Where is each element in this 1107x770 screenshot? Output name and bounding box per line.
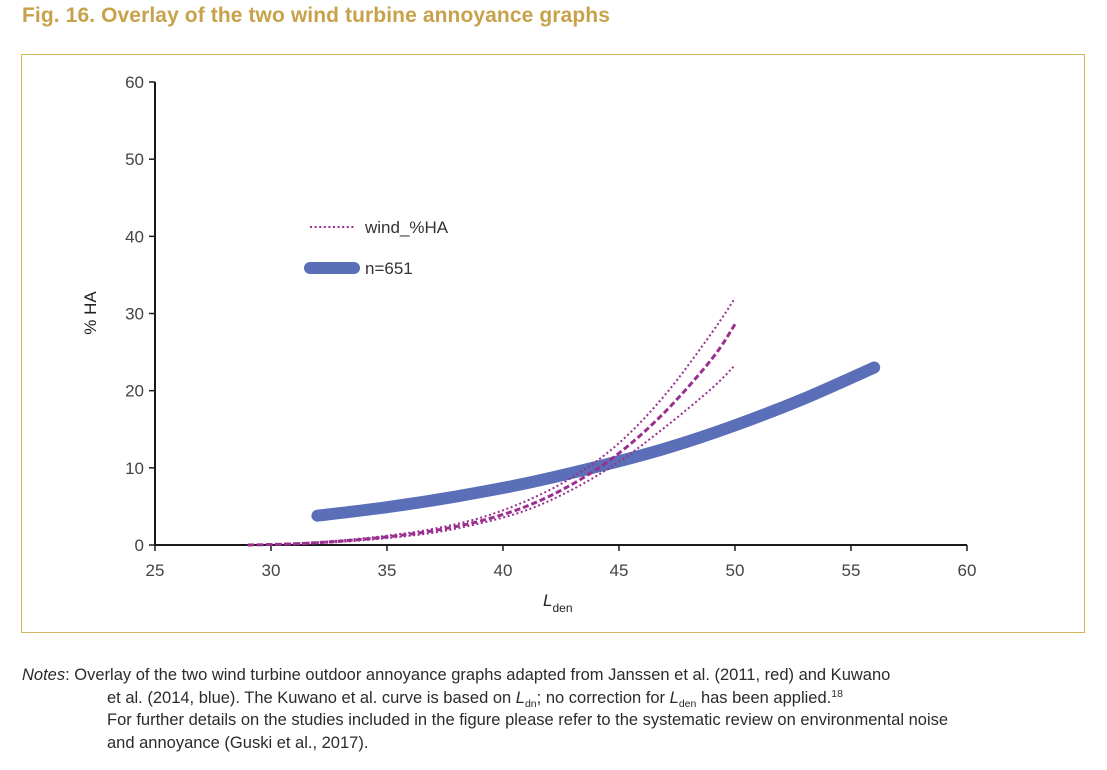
x-tick-label: 25: [146, 561, 165, 580]
notes-line4: and annoyance (Guski et al., 2017).: [107, 733, 369, 752]
y-tick-label: 40: [125, 227, 144, 246]
y-axis-title: % HA: [81, 291, 100, 335]
y-tick-label: 50: [125, 150, 144, 169]
chart-series: [247, 297, 881, 547]
legend-label-wind-ha: wind_%HA: [364, 218, 449, 237]
x-tick-label: 55: [842, 561, 861, 580]
notes-line2: et al. (2014, blue). The Kuwano et al. c…: [107, 687, 843, 710]
notes-line3: For further details on the studies inclu…: [107, 711, 949, 729]
series-line-1: [247, 364, 736, 546]
chart-svg: 25 30 35 40 45 50 55 60 0 10 20 30 40 50 60 wind_%HA n…: [81, 73, 976, 615]
x-tick-label: 35: [378, 561, 397, 580]
y-tick-label: 10: [125, 459, 144, 478]
series-line-3: [311, 361, 881, 522]
x-tick-label: 45: [610, 561, 629, 580]
x-tick-label: 40: [494, 561, 513, 580]
y-tick-label: 30: [125, 305, 144, 324]
x-tick-label: 60: [958, 561, 977, 580]
figure-notes: Notes: Overlay of the two wind turbine o…: [22, 664, 1092, 754]
legend-label-n651: n=651: [365, 259, 413, 278]
x-axis-title: Lden: [543, 591, 573, 615]
x-tick-label: 50: [726, 561, 745, 580]
series-line-2: [247, 323, 737, 547]
notes-label: Notes: [22, 666, 66, 684]
chart-frame: [21, 54, 1085, 633]
series-line-0: [247, 297, 736, 546]
x-tick-label: 30: [262, 561, 281, 580]
y-tick-label: 0: [135, 536, 144, 555]
chart-axes: 25 30 35 40 45 50 55 60 0 10 20 30 40 50 60: [125, 73, 976, 580]
y-tick-label: 60: [125, 73, 144, 92]
figure-title: Fig. 16. Overlay of the two wind turbine…: [22, 4, 610, 27]
chart-legend: wind_%HA n=651: [304, 218, 449, 278]
y-tick-label: 20: [125, 382, 144, 401]
notes-line1: : Overlay of the two wind turbine outdoo…: [65, 666, 891, 684]
